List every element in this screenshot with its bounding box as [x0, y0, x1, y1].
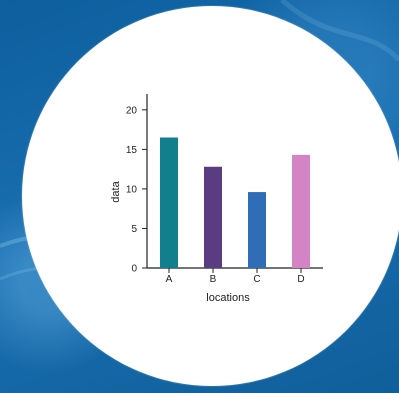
- bar-b: [204, 166, 222, 268]
- y-tick-label: 20: [126, 105, 138, 116]
- bar-c: [248, 192, 266, 268]
- y-tick-label: 15: [126, 145, 138, 156]
- x-tick-label: B: [210, 274, 217, 285]
- plot-layer: 0 5 10 15 20 A B C D: [126, 94, 323, 285]
- x-axis-title: locations: [206, 292, 250, 304]
- bar-d: [292, 154, 310, 268]
- y-tick-label: 0: [131, 264, 137, 275]
- y-tick-label: 5: [131, 224, 137, 235]
- x-tick-label: D: [297, 274, 304, 285]
- y-axis-title: data: [110, 180, 122, 202]
- x-tick-label: A: [166, 274, 173, 285]
- bar-a: [160, 137, 178, 268]
- y-tick-label: 10: [126, 184, 138, 195]
- x-tick-label: C: [253, 274, 260, 285]
